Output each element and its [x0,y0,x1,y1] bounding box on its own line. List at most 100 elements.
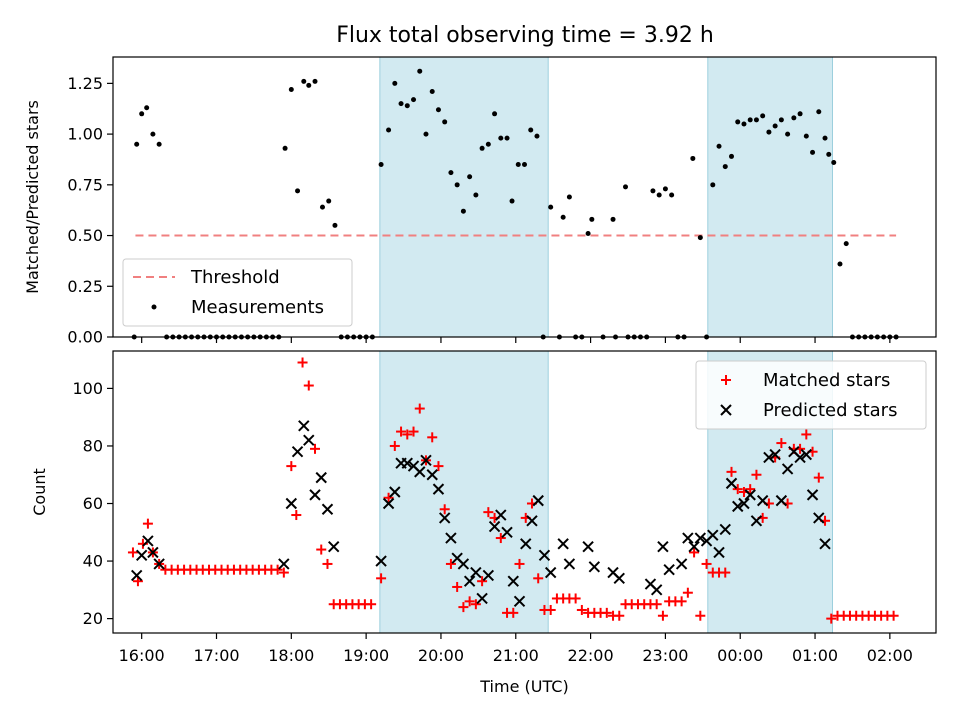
measurement-point [772,123,778,129]
measurement-point [479,145,485,151]
measurement-point [312,78,318,84]
legend-measurement-swatch [151,304,157,310]
predicted-star-point [663,563,675,576]
x-tick-label: 17:00 [193,646,239,665]
measurement-point [485,141,491,147]
measurement-point [728,153,734,159]
x-b [794,451,806,464]
measurement-point [509,198,515,204]
x-tick-label: 21:00 [493,646,539,665]
matched-star-point [458,602,469,613]
matched-star-point [533,573,544,584]
predicted-star-point [800,448,813,461]
matched-star-point [470,599,481,610]
x-b [682,532,694,544]
predicted-star-point [520,538,532,550]
x-tick-label: 19:00 [343,646,389,665]
x-b [298,420,310,432]
measurement-point [498,135,504,141]
measurement-point [473,192,479,198]
x-b [389,486,401,498]
x-b [488,520,501,533]
x-b [750,515,763,527]
matched-star-point [127,547,138,558]
x-b [375,555,387,567]
x-b [650,584,663,596]
y-tick-label: 0.25 [67,277,103,296]
x-b [738,497,750,510]
x-b [285,497,298,510]
predicted-star-point [298,420,310,432]
x-tick-label: 16:00 [119,646,165,665]
matched-star-point [545,604,556,615]
predicted-star-point [588,561,601,573]
x-b [694,532,707,544]
measurement-point [295,188,301,194]
legend: Threshold Measurements [122,258,353,327]
x-b [800,448,813,461]
matched-star-point [801,429,812,440]
x-b [130,569,143,582]
x-b [321,503,334,515]
matched-star-point [614,610,625,621]
predicted-star-point [414,466,426,478]
legend-predicted-swatch-b [720,404,732,416]
x-b [382,497,395,510]
measurement-point [448,170,454,176]
matched-star-point [427,432,438,443]
predicted-star-point [420,454,432,467]
x-b [457,558,470,570]
predicted-star-point [750,515,763,527]
x-b [463,575,476,587]
predicted-star-point [707,529,719,541]
matched-star-point [439,504,450,515]
matched-star-point [576,604,587,615]
x-tick-label: 23:00 [642,646,688,665]
measurement-point [534,133,540,139]
x-b [420,454,432,467]
measurement-point [623,184,629,190]
matched-star-point [278,567,289,578]
legend-predicted-label: Predicted stars [763,400,897,421]
predicted-star-point [732,500,744,513]
predicted-star-point [495,509,507,521]
predicted-star-point [719,523,731,536]
x-tick-label: 00:00 [717,646,763,665]
predicted-star-point [315,471,327,484]
legend-measurement-label: Measurements [191,297,324,318]
measurement-point [843,241,849,247]
predicted-star-point [291,446,304,458]
measurement-point [515,162,521,168]
matched-star-point [383,492,394,503]
shaded-interval [379,350,549,634]
x-b [135,549,148,562]
matched-star-point [389,440,400,451]
x-b [414,466,426,478]
measurement-point [332,222,338,228]
x-b [445,532,457,544]
predicted-star-point [445,532,457,544]
measurement-point [697,235,703,241]
measurement-point [398,101,404,107]
matched-star-point [291,510,302,521]
predicted-star-point [582,540,594,553]
measurement-point [560,214,566,220]
x-b [781,463,794,475]
predicted-star-point [147,546,159,559]
matched-star-point [682,587,693,598]
predicted-star-point [763,451,775,464]
matched-star-point [310,443,321,454]
predicted-star-point [303,434,315,446]
matched-star-point [272,564,283,575]
predicted-star-point [713,546,725,559]
matched-star-point [776,438,787,449]
x-b [401,457,413,469]
predicted-star-point [682,532,694,544]
measurement-point [150,131,156,137]
predicted-star-point [613,572,625,585]
predicted-star-point [781,463,794,475]
x-b [707,529,719,541]
measurement-point [386,127,392,133]
bottom-panel: 20 40 60 80 100 16:00 17:00 18:00 19:00 20:00 21:0… [30,350,937,696]
measurement-point [831,160,837,166]
